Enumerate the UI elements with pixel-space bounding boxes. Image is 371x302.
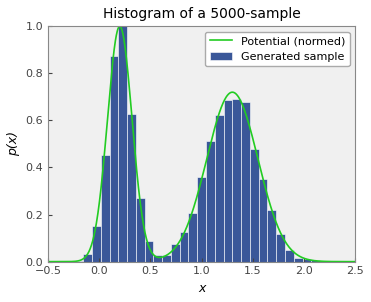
Bar [109,56,118,262]
Bar [145,241,153,262]
Bar [224,100,232,262]
Bar [75,261,83,262]
Bar [83,254,92,262]
Bar [136,198,145,262]
Bar [259,179,267,262]
Bar [329,261,338,262]
Bar [250,149,259,262]
Bar [267,210,276,262]
Bar [241,102,250,262]
Bar [232,98,241,262]
Title: Histogram of a 5000-sample: Histogram of a 5000-sample [103,7,301,21]
Bar [180,232,188,262]
X-axis label: x: x [198,282,205,295]
Bar [302,259,311,262]
Bar [162,255,171,262]
Bar [197,177,206,262]
Bar [311,260,320,262]
Bar [276,234,285,262]
Bar [153,255,162,262]
Bar [101,155,109,262]
Bar [118,24,127,262]
Y-axis label: p(x): p(x) [7,131,20,156]
Bar [171,244,180,262]
Bar [215,115,224,262]
Legend: Potential (normed), Generated sample: Potential (normed), Generated sample [205,32,349,66]
Bar [206,141,215,262]
Bar [294,258,302,262]
Bar [92,226,101,262]
Bar [127,114,136,262]
Bar [188,213,197,262]
Bar [285,250,294,262]
